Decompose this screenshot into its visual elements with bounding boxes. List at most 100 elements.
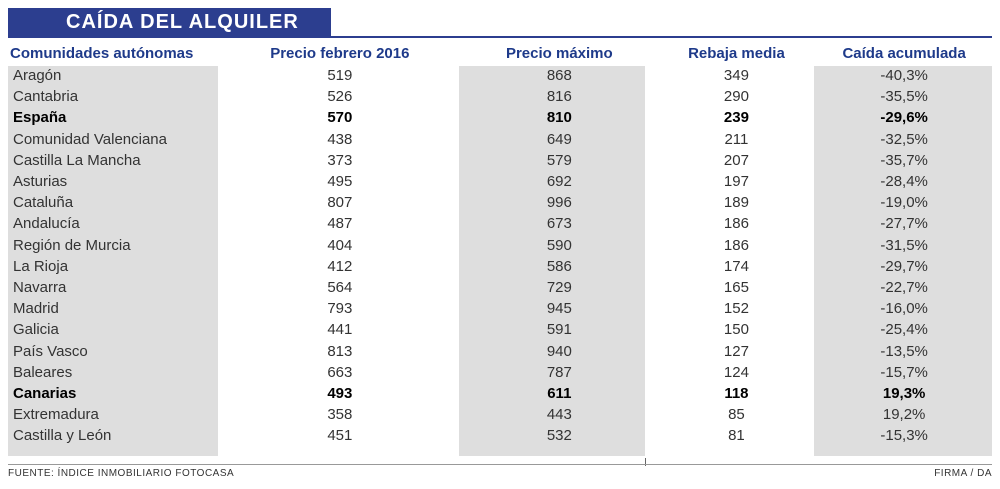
region-name-cell: Aragón bbox=[13, 67, 62, 85]
table-row: Cantabria 526 816 290 -35,5% bbox=[8, 86, 992, 107]
column-header: Precio máximo bbox=[505, 44, 613, 62]
table-body: Aragón 519 868 349 -40,3% Cantabria 526 816 290 -… bbox=[8, 65, 992, 446]
region-name-cell: La Rioja bbox=[13, 257, 69, 275]
value-cell: 495 bbox=[327, 173, 353, 191]
value-cell: -40,3% bbox=[880, 67, 928, 85]
value-cell: 443 bbox=[546, 406, 572, 424]
value-cell: 373 bbox=[327, 151, 353, 169]
table-row: Cataluña 807 996 189 -19,0% bbox=[8, 192, 992, 213]
value-cell: 586 bbox=[546, 257, 572, 275]
region-name-cell: Cataluña bbox=[13, 194, 74, 212]
value-cell: 532 bbox=[546, 427, 572, 445]
value-cell: 152 bbox=[723, 300, 749, 318]
region-name-cell: Madrid bbox=[13, 300, 59, 318]
region-name-cell: Andalucía bbox=[13, 215, 80, 233]
title-rule bbox=[331, 36, 992, 38]
table-row: País Vasco 813 940 127 -13,5% bbox=[8, 340, 992, 361]
region-name-cell: Región de Murcia bbox=[13, 236, 131, 254]
value-cell: 868 bbox=[546, 67, 572, 85]
region-name-cell: Galicia bbox=[13, 321, 59, 339]
value-cell: 189 bbox=[723, 194, 749, 212]
value-cell: 19,3% bbox=[882, 384, 926, 402]
column-shade-5 bbox=[814, 66, 992, 456]
value-cell: 165 bbox=[723, 278, 749, 296]
value-cell: 85 bbox=[728, 406, 745, 424]
value-cell: 579 bbox=[546, 151, 572, 169]
value-cell: 186 bbox=[723, 215, 749, 233]
source-note: FUENTE: ÍNDICE INMOBILIARIO FOTOCASA bbox=[8, 468, 235, 479]
data-table: Comunidades autónomas Precio febrero 201… bbox=[8, 41, 992, 446]
value-cell: -35,5% bbox=[880, 88, 928, 106]
value-cell: 174 bbox=[723, 257, 749, 275]
value-cell: 526 bbox=[327, 88, 353, 106]
value-cell: -29,7% bbox=[880, 257, 928, 275]
value-cell: -31,5% bbox=[880, 236, 928, 254]
table-row: Galicia 441 591 150 -25,4% bbox=[8, 319, 992, 340]
header-row: Comunidades autónomas Precio febrero 201… bbox=[8, 41, 992, 65]
value-cell: 519 bbox=[327, 67, 353, 85]
value-cell: 807 bbox=[327, 194, 353, 212]
table-row: Aragón 519 868 349 -40,3% bbox=[8, 65, 992, 86]
value-cell: 493 bbox=[327, 384, 353, 402]
value-cell: 996 bbox=[546, 194, 572, 212]
table-row: Baleares 663 787 124 -15,7% bbox=[8, 362, 992, 383]
value-cell: -15,7% bbox=[880, 363, 928, 381]
region-name-cell: España bbox=[13, 109, 67, 127]
value-cell: -27,7% bbox=[880, 215, 928, 233]
value-cell: -15,3% bbox=[880, 427, 928, 445]
table-row: Andalucía 487 673 186 -27,7% bbox=[8, 213, 992, 234]
value-cell: 611 bbox=[547, 384, 572, 402]
region-name-cell: Canarias bbox=[13, 384, 77, 402]
value-cell: 412 bbox=[327, 257, 353, 275]
table-row: Asturias 495 692 197 -28,4% bbox=[8, 171, 992, 192]
bottom-rule bbox=[8, 464, 992, 465]
value-cell: 451 bbox=[327, 427, 353, 445]
region-name-cell: Comunidad Valenciana bbox=[13, 130, 167, 148]
value-cell: 816 bbox=[546, 88, 572, 106]
credit-note: FIRMA / DA bbox=[934, 468, 992, 479]
region-name-cell: País Vasco bbox=[13, 342, 88, 360]
value-cell: 729 bbox=[546, 278, 572, 296]
column-header: Precio febrero 2016 bbox=[270, 44, 410, 62]
column-shade-1 bbox=[8, 66, 218, 456]
value-cell: 127 bbox=[723, 342, 749, 360]
value-cell: 813 bbox=[327, 342, 353, 360]
value-cell: -19,0% bbox=[880, 194, 928, 212]
value-cell: 564 bbox=[327, 278, 353, 296]
value-cell: 441 bbox=[327, 321, 353, 339]
region-name-cell: Castilla y León bbox=[13, 427, 112, 445]
column-header: Caída acumulada bbox=[842, 44, 966, 62]
region-name-cell: Asturias bbox=[13, 173, 68, 191]
column-header: Rebaja media bbox=[688, 44, 785, 62]
table-row: Navarra 564 729 165 -22,7% bbox=[8, 277, 992, 298]
value-cell: 692 bbox=[546, 173, 572, 191]
value-cell: 940 bbox=[546, 342, 572, 360]
value-cell: 290 bbox=[723, 88, 749, 106]
table-row: Región de Murcia 404 590 186 -31,5% bbox=[8, 235, 992, 256]
divider-tick bbox=[645, 458, 646, 466]
value-cell: 124 bbox=[723, 363, 749, 381]
table-row: La Rioja 412 586 174 -29,7% bbox=[8, 256, 992, 277]
table-row: Castilla La Mancha 373 579 207 -35,7% bbox=[8, 150, 992, 171]
value-cell: 349 bbox=[723, 67, 749, 85]
column-shade-3 bbox=[459, 66, 645, 456]
value-cell: 793 bbox=[327, 300, 353, 318]
value-cell: 197 bbox=[723, 173, 749, 191]
value-cell: -32,5% bbox=[880, 130, 928, 148]
value-cell: 404 bbox=[327, 236, 353, 254]
region-name-cell: Navarra bbox=[13, 278, 67, 296]
value-cell: -25,4% bbox=[880, 321, 928, 339]
region-name-cell: Extremadura bbox=[13, 406, 99, 424]
region-name-cell: Cantabria bbox=[13, 88, 79, 106]
value-cell: 487 bbox=[327, 215, 353, 233]
value-cell: 358 bbox=[327, 406, 353, 424]
value-cell: 649 bbox=[546, 130, 572, 148]
value-cell: 211 bbox=[724, 130, 749, 148]
value-cell: 591 bbox=[546, 321, 572, 339]
table-row: Comunidad Valenciana 438 649 211 -32,5% bbox=[8, 129, 992, 150]
value-cell: 570 bbox=[327, 109, 353, 127]
value-cell: 673 bbox=[546, 215, 572, 233]
value-cell: -13,5% bbox=[880, 342, 928, 360]
region-name-cell: Baleares bbox=[13, 363, 73, 381]
value-cell: 239 bbox=[723, 109, 749, 127]
